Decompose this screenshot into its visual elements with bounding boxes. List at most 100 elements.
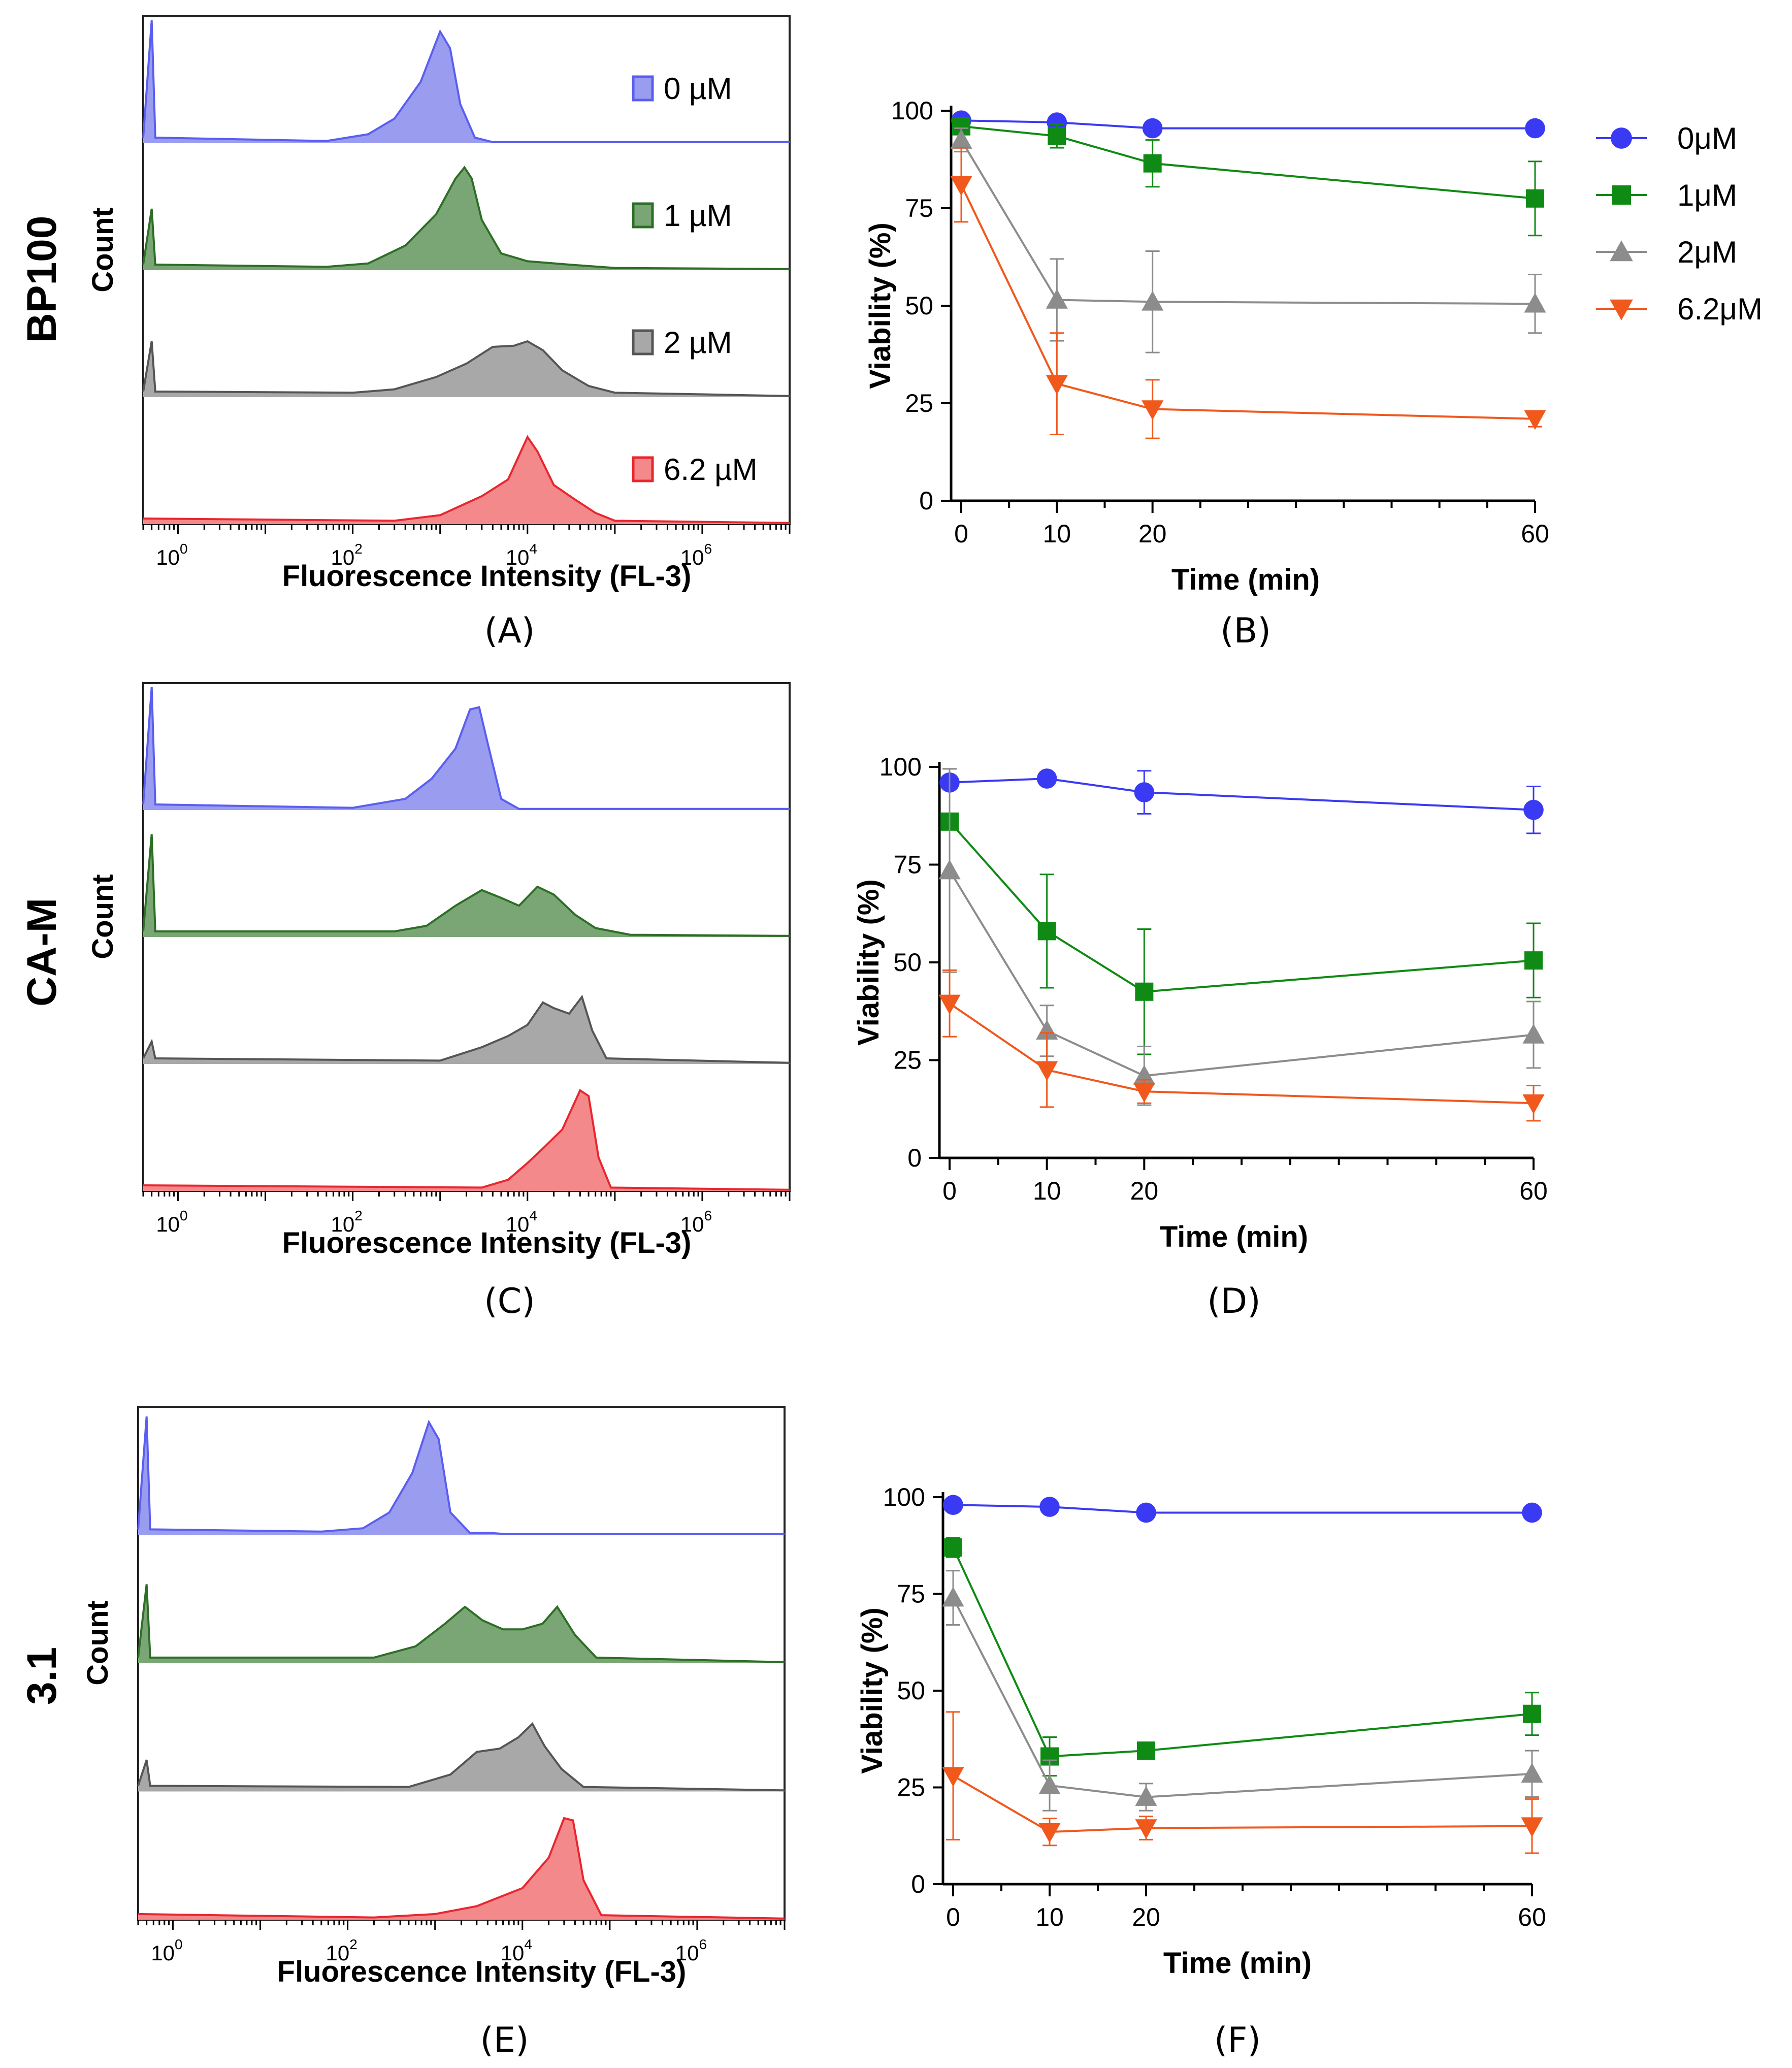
x-tick-label: 60 xyxy=(1521,520,1549,548)
legend-label: 6.2 µM xyxy=(664,453,758,487)
data-point xyxy=(944,1538,962,1557)
series-line xyxy=(960,184,1536,420)
data-point xyxy=(1143,154,1162,173)
viability-panel: 0 25 50 75 100 0 10 20 60 Time (min) Viability (%)… xyxy=(856,1483,1546,2060)
histogram-line xyxy=(138,1817,785,1920)
y-tick-label: 25 xyxy=(893,1046,922,1075)
y-tick-label: 0 xyxy=(919,487,933,515)
data-point xyxy=(1610,240,1633,262)
data-point xyxy=(938,994,961,1015)
histogram-fill xyxy=(143,167,790,270)
series xyxy=(950,127,1546,353)
histogram-fill xyxy=(138,1416,785,1535)
series xyxy=(938,768,1545,1106)
series xyxy=(942,1711,1543,1854)
series-line xyxy=(949,1003,1534,1105)
data-point xyxy=(1522,1023,1545,1044)
data-point xyxy=(942,1587,964,1607)
legend-swatch xyxy=(632,75,654,102)
x-tick-label: 106 xyxy=(680,1208,712,1236)
y-tick-label: 100 xyxy=(891,96,933,125)
y-axis-title: Viability (%) xyxy=(852,879,885,1046)
y-axis-title: Viability (%) xyxy=(856,1607,889,1774)
data-point xyxy=(1523,799,1544,820)
data-point xyxy=(1036,768,1057,789)
x-tick-label: 10 xyxy=(1035,1903,1064,1931)
data-point xyxy=(938,859,961,880)
y-tick-label: 0 xyxy=(907,1144,922,1172)
histogram-panels: 100 102 104 106 Fluorescence Intensity (FL-3… xyxy=(81,15,791,2060)
x-tick-label: 102 xyxy=(325,1936,357,1965)
y-tick-label: 50 xyxy=(893,948,922,977)
data-point xyxy=(1038,1823,1061,1843)
data-point xyxy=(1136,1502,1156,1523)
histogram-line xyxy=(142,834,790,937)
data-point xyxy=(1038,1774,1061,1794)
legend-label: 0μM xyxy=(1677,121,1737,155)
data-point xyxy=(1522,1502,1542,1523)
data-point xyxy=(1612,185,1631,205)
series-line xyxy=(960,139,1536,305)
y-tick-label: 0 xyxy=(911,1870,925,1898)
legend-label: 1 µM xyxy=(664,199,732,233)
x-tick-label: 104 xyxy=(506,1208,537,1236)
y-tick-label: 25 xyxy=(897,1773,925,1802)
series-line xyxy=(949,821,1534,993)
data-point xyxy=(1524,951,1543,970)
y-axis-title: Count xyxy=(86,874,119,959)
legend-label: 0 µM xyxy=(664,72,732,106)
series xyxy=(939,768,1544,834)
histogram-line xyxy=(142,994,790,1064)
histogram-legend: 0 µM 1 µM 2 µM 6.2 µM xyxy=(632,72,758,487)
data-point xyxy=(1037,922,1056,941)
data-point xyxy=(1142,118,1163,139)
x-axis-title: Fluorescence Intensity (FL-3) xyxy=(277,1955,687,1988)
histogram-fill xyxy=(138,1818,785,1920)
series xyxy=(952,117,1544,237)
data-point xyxy=(1135,1819,1157,1839)
y-tick-label: 100 xyxy=(883,1483,925,1511)
data-point xyxy=(1522,1094,1545,1114)
data-point xyxy=(1526,189,1544,208)
series-line xyxy=(949,869,1534,1077)
x-tick-label: 100 xyxy=(156,541,187,569)
x-axis-title: Fluorescence Intensity (FL-3) xyxy=(282,560,692,593)
x-tick-label: 102 xyxy=(331,1208,362,1236)
y-tick-label: 75 xyxy=(893,851,922,879)
histogram-line xyxy=(142,340,790,397)
x-axis-title: Time (min) xyxy=(1163,1947,1312,1980)
histogram-line xyxy=(143,435,790,524)
data-point xyxy=(1039,1497,1060,1517)
y-axis-title: Count xyxy=(86,207,119,293)
row-label: CA-M xyxy=(19,898,65,1007)
series-line xyxy=(952,1547,1533,1758)
legend-swatch xyxy=(632,456,654,482)
data-point xyxy=(1611,127,1632,149)
data-point xyxy=(1524,410,1546,430)
data-point xyxy=(1135,982,1154,1001)
histogram-fill xyxy=(138,1584,785,1663)
row-labels: BP100 CA-M 3.1 xyxy=(19,216,65,1705)
series-line xyxy=(961,125,1536,200)
data-point xyxy=(1134,782,1155,802)
y-tick-label: 75 xyxy=(897,1580,925,1608)
data-point xyxy=(1524,293,1546,313)
histogram-line xyxy=(142,166,790,270)
series xyxy=(940,768,1543,1055)
legend-label: 2 µM xyxy=(664,326,732,360)
x-tick-label: 100 xyxy=(151,1936,182,1965)
data-point xyxy=(1137,1741,1155,1760)
row-label: BP100 xyxy=(19,216,65,343)
histogram-fill xyxy=(143,997,790,1064)
data-point xyxy=(1036,1061,1058,1081)
legend-label: 1μM xyxy=(1677,178,1737,212)
y-tick-label: 75 xyxy=(905,194,933,222)
x-tick-label: 10 xyxy=(1043,520,1071,548)
series xyxy=(943,1495,1542,1523)
histogram-fill xyxy=(143,437,790,524)
data-point xyxy=(950,129,972,149)
